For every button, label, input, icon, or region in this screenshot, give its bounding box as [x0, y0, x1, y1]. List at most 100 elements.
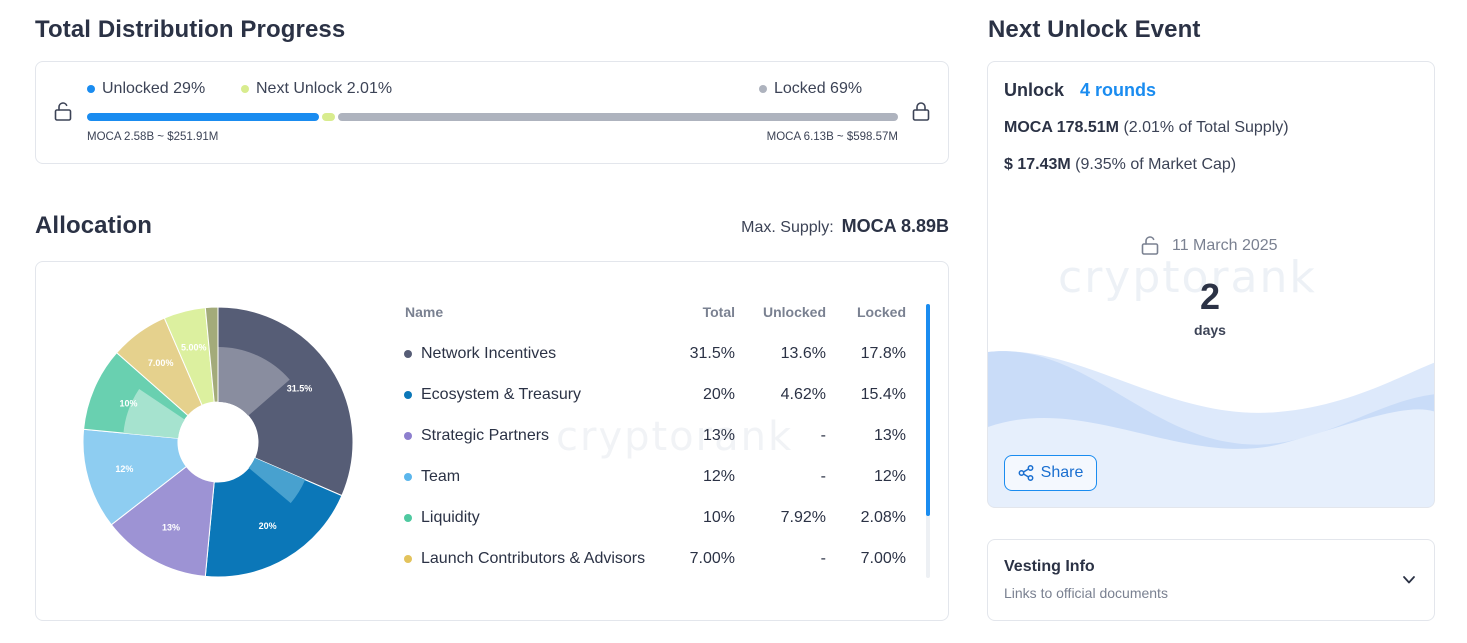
allocation-row-locked: 7.00%: [860, 550, 906, 567]
unlock-amount-note: (2.01% of Total Supply): [1123, 119, 1289, 136]
allocation-row: Liquidity 10% 7.92% 2.08%: [404, 509, 908, 533]
pie-slice-unlocked-part: [123, 388, 185, 439]
column-header-locked: Locked: [856, 304, 906, 320]
pie-slice-unlocked-part: [248, 457, 306, 504]
allocation-row-unlocked: 4.62%: [780, 386, 826, 403]
allocation-row-unlocked: -: [820, 550, 826, 567]
max-supply-label: Max. Supply:: [741, 219, 834, 236]
column-header-name: Name: [405, 304, 444, 320]
pie-slice-label: 13%: [162, 522, 180, 532]
max-supply-value: MOCA 8.89B: [841, 216, 949, 236]
allocation-row-dot: [404, 432, 412, 440]
distribution-card: [35, 61, 949, 164]
allocation-row-dot: [404, 350, 412, 358]
allocation-row-label: Network Incentives: [421, 345, 557, 362]
allocation-row-dot: [404, 473, 412, 481]
legend-next-unlock-dot: [241, 85, 249, 93]
legend-locked-dot: [759, 85, 767, 93]
unlock-watermark: cryptorank: [1058, 252, 1317, 303]
allocation-row: Strategic Partners 13% - 13%: [404, 427, 908, 451]
allocation-row-dot: [404, 555, 412, 563]
allocation-row-total: 12%: [702, 468, 735, 485]
allocation-row-unlocked: -: [820, 427, 826, 444]
allocation-row-total: 20%: [702, 386, 735, 403]
countdown-days-number: 2: [1199, 276, 1221, 317]
unlock-label: Unlock: [1004, 80, 1065, 100]
chevron-down-icon[interactable]: [1401, 572, 1417, 588]
distribution-title: Total Distribution Progress: [35, 16, 346, 43]
unlocked-amount-caption: MOCA 2.58B ~ $251.91M: [87, 131, 219, 143]
progress-unlocked-segment: [87, 113, 320, 121]
allocation-row-label: Launch Contributors & Advisors: [421, 550, 646, 567]
legend-locked-label: Locked 69%: [774, 80, 863, 97]
allocation-row-name: Liquidity: [404, 509, 480, 527]
unlock-amount: MOCA 178.51M (2.01% of Total Supply): [1004, 119, 1289, 137]
column-header-unlocked: Unlocked: [762, 304, 826, 320]
allocation-row-locked: 2.08%: [860, 509, 906, 526]
allocation-row-label: Team: [421, 468, 461, 485]
column-header-total: Total: [702, 304, 735, 320]
pie-slice-label: 31.5%: [287, 383, 313, 393]
unlock-usd-value: $ 17.43M: [1004, 156, 1071, 173]
allocation-row-dot: [404, 514, 412, 522]
allocation-scrollbar-thumb[interactable]: [926, 304, 930, 516]
allocation-row-name: Ecosystem & Treasury: [404, 386, 581, 404]
pie-slice-label: 10%: [120, 398, 138, 408]
locked-amount-caption: MOCA 6.13B ~ $598.57M: [766, 131, 898, 143]
vesting-info-card[interactable]: [987, 539, 1435, 621]
vesting-info-title: Vesting Info: [1004, 558, 1095, 575]
share-icon: [1018, 465, 1034, 481]
allocation-row-total: 7.00%: [689, 550, 735, 567]
unlock-date-text: 11 March 2025: [1172, 237, 1278, 254]
rounds-link[interactable]: 4 rounds: [1080, 80, 1157, 100]
distribution-progress-bar: [87, 113, 898, 121]
allocation-row-name: Strategic Partners: [404, 427, 549, 445]
allocation-row: Ecosystem & Treasury 20% 4.62% 15.4%: [404, 386, 908, 410]
allocation-row-total: 31.5%: [689, 345, 735, 362]
share-button[interactable]: Share: [1004, 455, 1097, 491]
legend-unlocked-dot: [87, 85, 95, 93]
allocation-row-name: Launch Contributors & Advisors: [404, 550, 645, 568]
allocation-row-label: Liquidity: [421, 509, 480, 526]
progress-next-unlock-segment: [322, 113, 336, 121]
allocation-row-unlocked: -: [820, 468, 826, 485]
next-unlock-title: Next Unlock Event: [988, 16, 1201, 43]
pie-slice-label: 12%: [115, 464, 133, 474]
pie-slice-label: 5.00%: [181, 343, 207, 353]
legend-locked: Locked 69%: [759, 80, 862, 98]
allocation-row-name: Network Incentives: [404, 345, 556, 363]
unlock-usd: $ 17.43M (9.35% of Market Cap): [1004, 156, 1236, 174]
allocation-pie-chart: 31.5% 20% 13% 12% 10% 7.00% 5.00%: [82, 306, 354, 578]
allocation-row: Launch Contributors & Advisors 7.00% - 7.00…: [404, 550, 908, 574]
next-unlock-card: [987, 61, 1435, 508]
pie-slice-unlocked-part: [218, 347, 290, 416]
pie-slice-label: 7.00%: [148, 358, 174, 368]
legend-unlocked-label: Unlocked 29%: [102, 80, 206, 97]
unlock-usd-note: (9.35% of Market Cap): [1075, 156, 1237, 173]
allocation-row-locked: 15.4%: [860, 386, 906, 403]
allocation-row-total: 10%: [702, 509, 735, 526]
unlock-date: 11 March 2025: [1140, 236, 1278, 256]
unlock-open-icon: [54, 102, 72, 121]
max-supply: Max. Supply: MOCA 8.89B: [741, 216, 949, 237]
legend-next-unlock: Next Unlock 2.01%: [241, 80, 392, 98]
allocation-row-locked: 13%: [873, 427, 906, 444]
allocation-row-dot: [404, 391, 412, 399]
allocation-row: Network Incentives 31.5% 13.6% 17.8%: [404, 345, 908, 369]
allocation-row-total: 13%: [702, 427, 735, 444]
unlock-amount-value: MOCA 178.51M: [1004, 119, 1119, 136]
lock-closed-icon: [912, 102, 930, 121]
unlock-date-lock-icon: [1141, 236, 1159, 255]
countdown-days-label: days: [1194, 322, 1226, 338]
allocation-row-locked: 17.8%: [860, 345, 906, 362]
progress-locked-segment: [338, 113, 898, 121]
pie-center-hole: [178, 402, 258, 482]
allocation-scrollbar[interactable]: [926, 304, 930, 578]
legend-unlocked: Unlocked 29%: [87, 80, 205, 98]
vesting-info-subtitle: Links to official documents: [1004, 585, 1168, 601]
allocation-row-unlocked: 7.92%: [780, 509, 826, 526]
allocation-watermark: cryptorank: [556, 414, 794, 460]
allocation-row: Team 12% - 12%: [404, 468, 908, 492]
share-label: Share: [1040, 464, 1084, 481]
wave-background: [988, 351, 1434, 507]
